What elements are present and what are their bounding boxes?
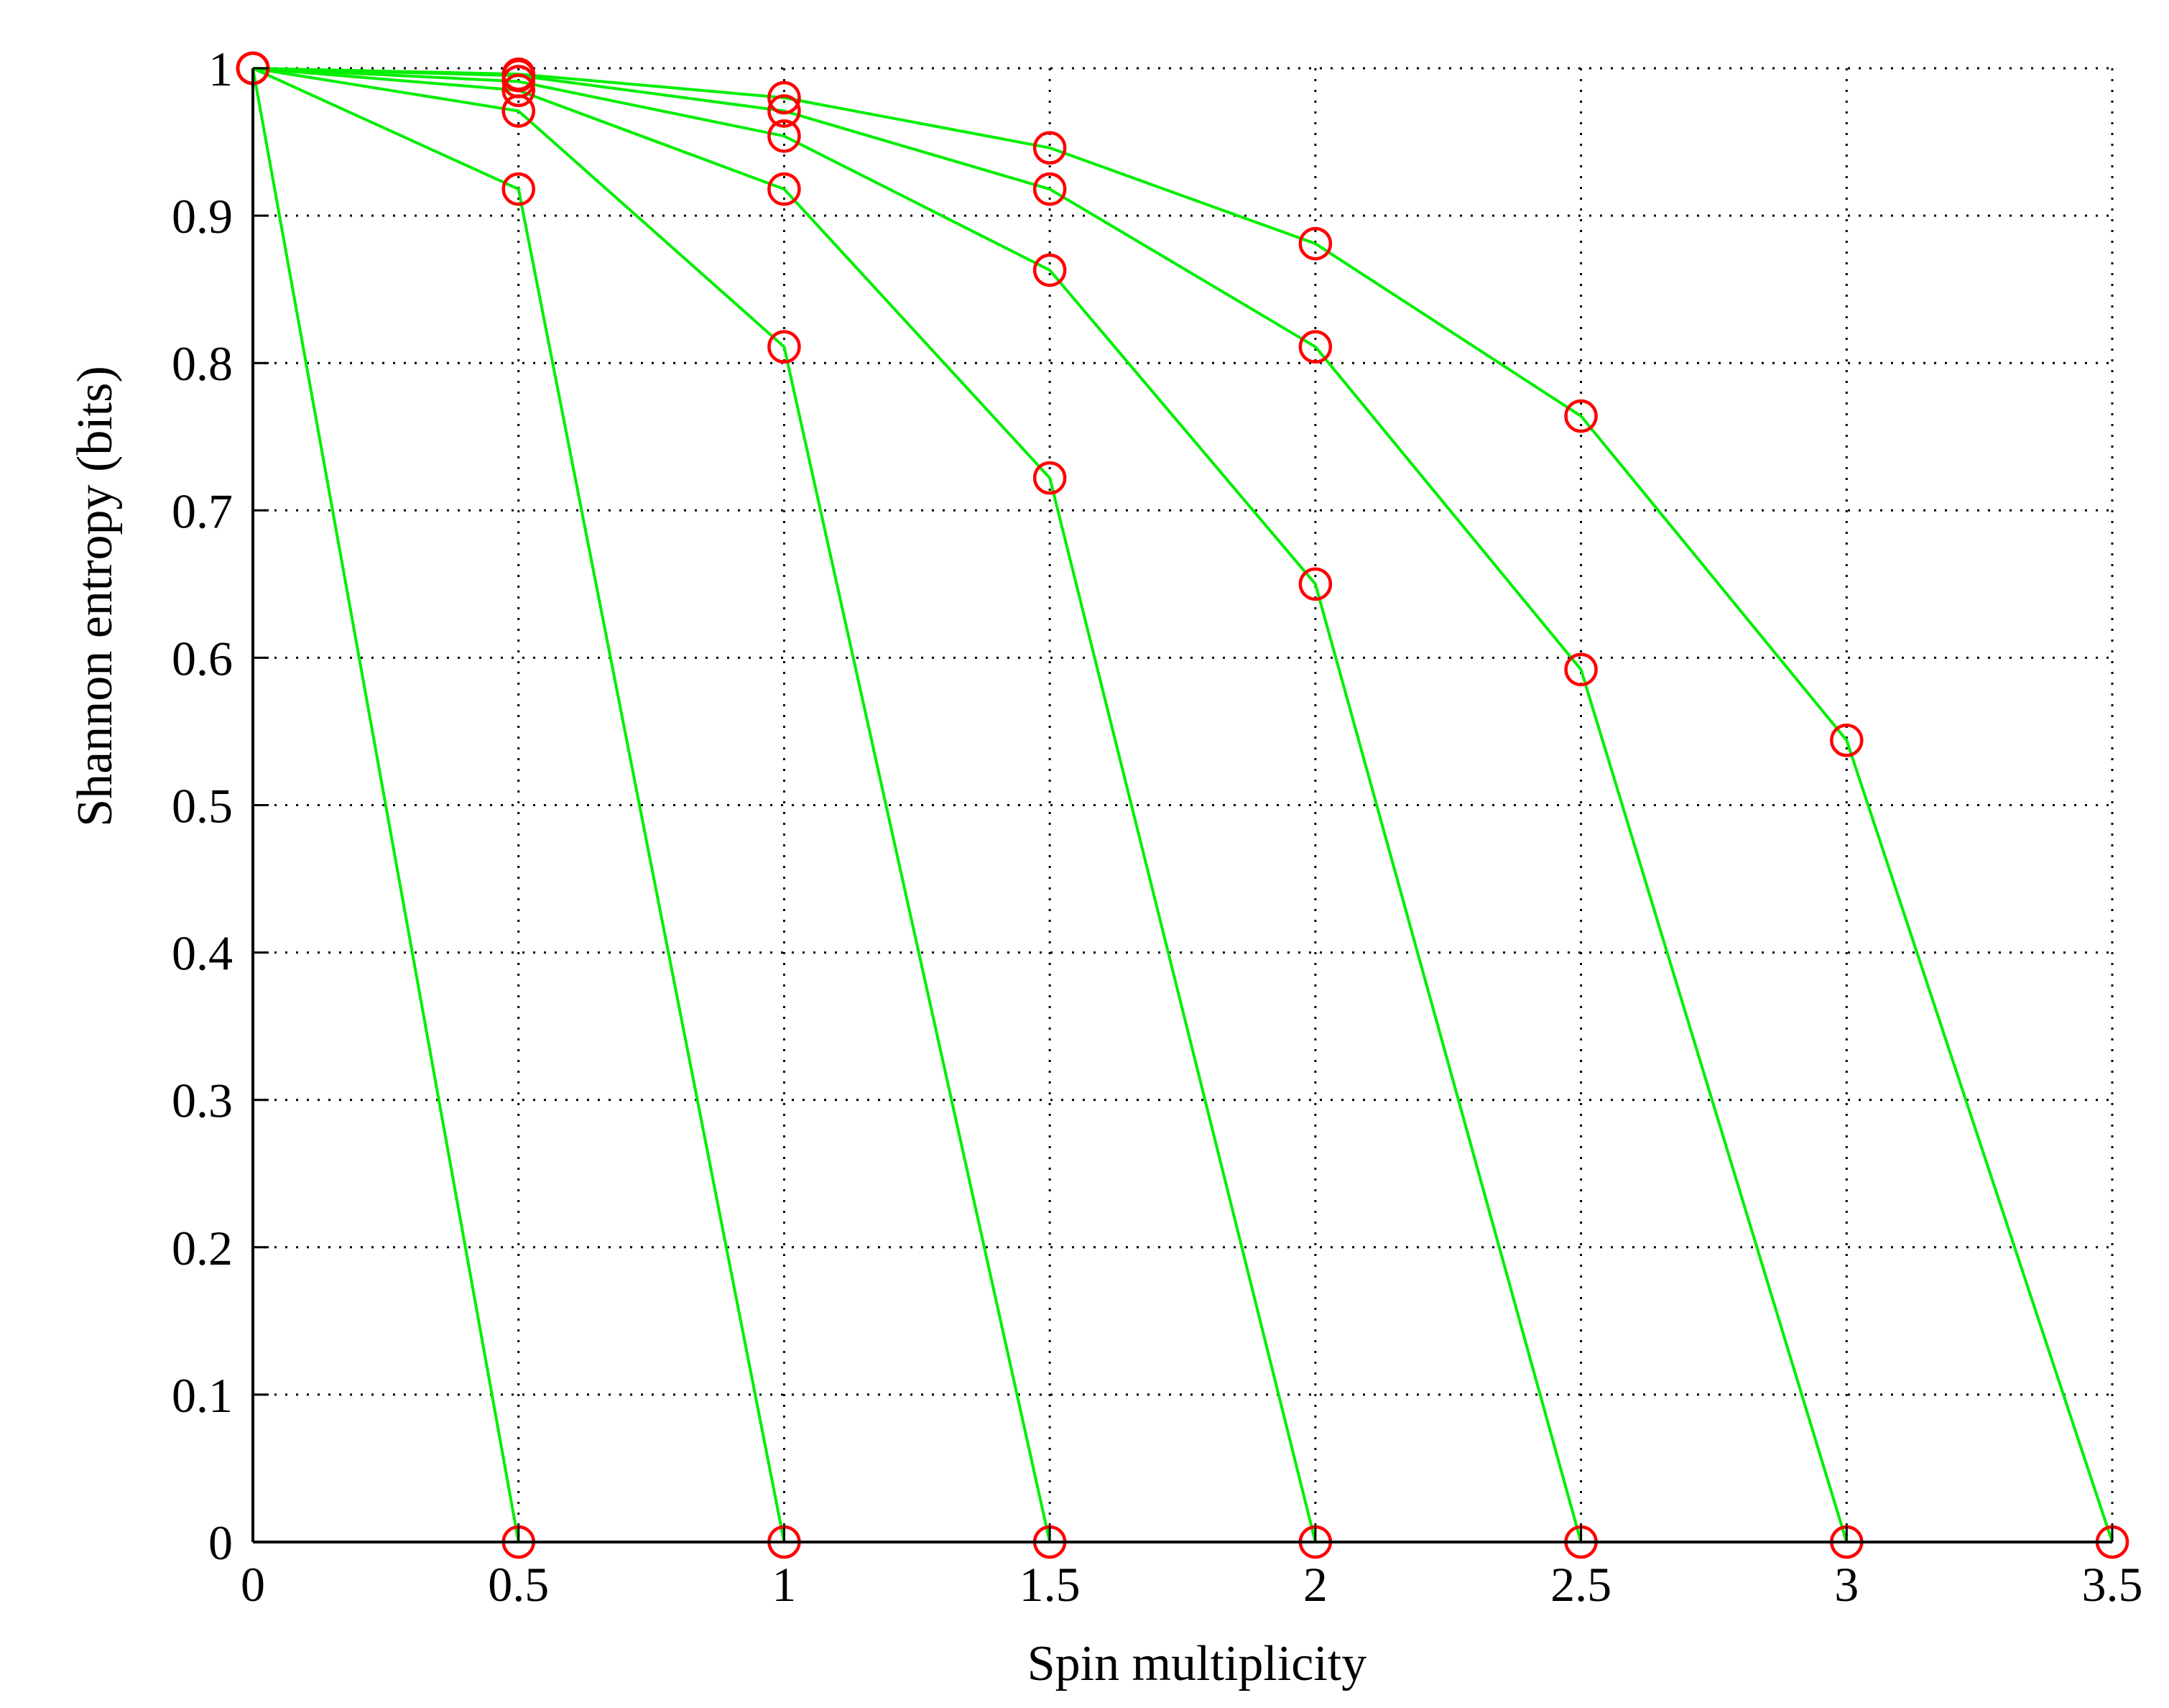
y-tick-label-2: 0.2 <box>172 1221 233 1275</box>
series-line-4 <box>252 67 1317 1543</box>
y-tick-label-7: 0.7 <box>172 484 233 538</box>
data-point-s6-6 <box>1564 652 1598 687</box>
series-line-7 <box>252 67 2114 1543</box>
y-tick-label-1: 0.1 <box>172 1368 233 1423</box>
data-point-s5-3 <box>767 119 801 153</box>
series-lines <box>251 67 2114 1543</box>
y-tick-label-0: 0 <box>208 1515 233 1570</box>
data-point-s5-5 <box>1298 567 1333 601</box>
data-point-s7-3 <box>767 80 801 115</box>
x-tick-label-5: 2.5 <box>1550 1557 1611 1612</box>
x-tick-label-6: 3 <box>1834 1557 1859 1612</box>
series-line-1 <box>251 68 520 1543</box>
data-point-s4-4 <box>1032 461 1067 495</box>
y-axis-label: Shannon entropy (bits) <box>68 366 123 827</box>
data-markers <box>236 51 2129 1559</box>
data-point-s7-4 <box>1032 131 1067 165</box>
data-point-s7-2 <box>501 57 535 91</box>
data-point-s6-5 <box>1298 330 1333 364</box>
data-point-s2-2 <box>501 172 535 206</box>
x-tick-label-4: 2 <box>1303 1557 1328 1612</box>
y-tick-label-10: 1 <box>208 42 233 96</box>
data-point-s4-2 <box>501 73 535 108</box>
y-tick-label-6: 0.6 <box>172 631 233 685</box>
x-tick-label-7: 3.5 <box>2082 1557 2143 1612</box>
grid <box>253 67 2114 1542</box>
series-line-5 <box>252 67 1583 1543</box>
data-point-s6-3 <box>767 94 801 128</box>
data-point-s6-4 <box>1032 172 1067 206</box>
y-tick-label-3: 0.3 <box>172 1074 233 1128</box>
data-point-s7-6 <box>1564 399 1598 433</box>
x-tick-label-0: 0 <box>241 1557 265 1612</box>
data-point-s7-5 <box>1298 226 1333 261</box>
y-tick-label-8: 0.8 <box>172 336 233 391</box>
x-tick-label-3: 1.5 <box>1019 1557 1081 1612</box>
data-point-s7-7 <box>1830 724 1864 757</box>
axes <box>251 67 2114 1543</box>
data-point-s5-4 <box>1032 253 1067 287</box>
x-axis-label: Spin multiplicity <box>1027 1636 1367 1691</box>
series-line-3 <box>252 67 1052 1543</box>
y-tick-label-4: 0.4 <box>172 926 233 981</box>
data-point-s3-3 <box>767 330 801 364</box>
series-line-2 <box>252 67 786 1543</box>
y-tick-label-5: 0.5 <box>172 779 233 834</box>
tick-labels: 0 0.5 1 1.5 2 2.5 3 3.5 0 0.1 0.2 0.3 0.4 0.5 0.6 0.7 0.… <box>172 42 2143 1612</box>
y-tick-label-9: 0.9 <box>172 189 233 244</box>
data-point-s4-3 <box>767 172 801 206</box>
x-tick-label-2: 1 <box>772 1557 796 1612</box>
x-tick-label-1: 0.5 <box>488 1557 549 1612</box>
